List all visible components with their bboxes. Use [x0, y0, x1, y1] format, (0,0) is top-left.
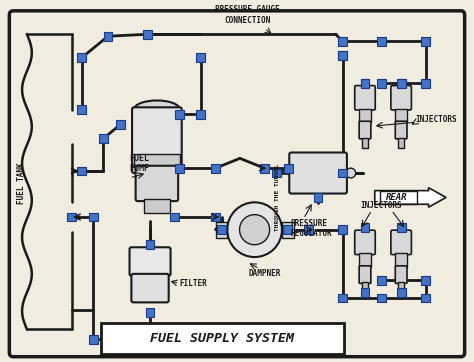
FancyBboxPatch shape — [129, 247, 171, 276]
Bar — [67, 212, 76, 222]
FancyBboxPatch shape — [395, 121, 407, 139]
FancyBboxPatch shape — [359, 121, 371, 139]
Bar — [196, 110, 205, 119]
Bar — [397, 223, 406, 232]
Text: INJECTORS: INJECTORS — [361, 201, 402, 210]
Bar — [216, 222, 227, 237]
Circle shape — [346, 168, 356, 178]
FancyArrow shape — [375, 188, 446, 207]
Bar — [395, 109, 407, 122]
Bar — [77, 105, 86, 114]
Bar — [175, 110, 184, 119]
Text: THROUGH THE TUNNEL: THROUGH THE TUNNEL — [274, 164, 280, 231]
Bar — [304, 225, 313, 234]
Bar — [89, 212, 98, 222]
Bar — [338, 225, 347, 234]
Bar — [377, 37, 386, 46]
Bar — [362, 282, 368, 292]
Bar — [104, 32, 112, 41]
Bar — [260, 164, 269, 173]
Text: FUEL SUPPLY SYSTEM: FUEL SUPPLY SYSTEM — [150, 332, 294, 345]
Bar — [175, 164, 184, 173]
FancyBboxPatch shape — [9, 11, 465, 357]
Bar — [377, 79, 386, 88]
FancyBboxPatch shape — [395, 266, 407, 283]
Bar — [338, 294, 347, 303]
Bar — [146, 308, 155, 317]
Ellipse shape — [134, 101, 180, 118]
Bar — [283, 225, 292, 234]
Bar — [398, 282, 404, 292]
Bar — [421, 276, 430, 285]
FancyBboxPatch shape — [289, 152, 347, 194]
Bar — [116, 120, 125, 129]
Bar — [398, 138, 404, 148]
Bar — [284, 164, 293, 173]
Bar — [77, 53, 86, 62]
Text: PRESSURE GAUGE
CONNECTION: PRESSURE GAUGE CONNECTION — [215, 5, 280, 25]
Bar — [89, 335, 98, 344]
Bar — [146, 240, 155, 249]
Bar — [421, 37, 430, 46]
FancyBboxPatch shape — [132, 107, 182, 173]
Bar — [338, 37, 347, 46]
Bar — [171, 212, 179, 222]
Bar — [377, 276, 386, 285]
Text: REAR: REAR — [385, 193, 407, 202]
Text: FUEL
PUMP: FUEL PUMP — [129, 153, 149, 173]
Bar — [338, 51, 347, 60]
Bar — [361, 288, 369, 296]
Bar — [144, 199, 170, 213]
Bar — [282, 222, 294, 237]
Circle shape — [239, 215, 270, 245]
Bar — [361, 223, 369, 232]
FancyBboxPatch shape — [391, 230, 411, 254]
Bar — [397, 79, 406, 88]
FancyBboxPatch shape — [355, 85, 375, 110]
Bar — [99, 134, 108, 143]
Bar — [146, 335, 155, 344]
Bar — [314, 193, 322, 202]
Bar — [359, 253, 371, 267]
FancyBboxPatch shape — [101, 323, 345, 354]
Bar — [361, 79, 369, 88]
FancyBboxPatch shape — [355, 230, 375, 254]
Bar — [272, 169, 281, 177]
Bar — [217, 225, 226, 234]
Bar — [397, 288, 406, 296]
Bar — [77, 167, 86, 176]
Bar — [211, 164, 220, 173]
Bar — [380, 191, 417, 204]
Text: INJECTORS: INJECTORS — [416, 115, 457, 124]
Bar — [359, 109, 371, 122]
Bar — [421, 79, 430, 88]
Bar — [211, 212, 220, 222]
Bar — [397, 79, 406, 88]
FancyBboxPatch shape — [131, 274, 169, 302]
FancyBboxPatch shape — [391, 85, 411, 110]
Text: FUEL TANK: FUEL TANK — [17, 162, 26, 203]
Bar — [338, 51, 347, 60]
Bar — [196, 53, 205, 62]
Text: FILTER: FILTER — [179, 279, 207, 288]
Bar — [362, 138, 368, 148]
Bar — [361, 79, 369, 88]
Bar — [134, 154, 180, 166]
Bar — [421, 294, 430, 303]
Bar — [377, 294, 386, 303]
Bar — [143, 30, 152, 39]
Bar — [338, 169, 347, 177]
Text: DAMPNER: DAMPNER — [248, 269, 281, 278]
Text: PRESSURE
REGULATOR: PRESSURE REGULATOR — [291, 219, 332, 238]
Bar — [395, 253, 407, 267]
FancyBboxPatch shape — [136, 166, 178, 201]
FancyBboxPatch shape — [359, 266, 371, 283]
Circle shape — [227, 202, 282, 257]
